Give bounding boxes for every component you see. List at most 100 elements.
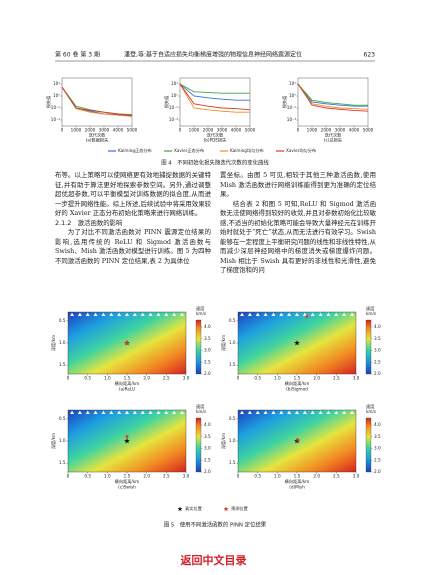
colorbar-tick-label: 4.0 (204, 422, 211, 427)
x-tick-label: 3.0 (183, 376, 190, 381)
loss-curve (179, 83, 251, 111)
legend-symbol (177, 506, 183, 512)
x-tick-label: 0 (237, 474, 240, 479)
receiver (77, 312, 82, 316)
section-heading: 2.1.2 激活函数的影响 (55, 218, 123, 227)
y-tick-label: 0.5 (59, 318, 66, 323)
receiver (180, 410, 184, 414)
y-tick-label: 1.0 (229, 438, 236, 443)
colorbar-tick-label: 4.0 (204, 324, 211, 329)
y-axis-label: 深度/km (220, 335, 227, 351)
y-tick-label: 1.5 (229, 362, 236, 367)
x-tick-label: 3.0 (353, 474, 360, 479)
loss-curve (297, 83, 368, 106)
receiver (255, 410, 260, 414)
receiver (287, 312, 292, 316)
subfigure-label: (b)PDE损失 (204, 137, 228, 144)
x-tick-label: 1.5 (124, 474, 131, 479)
y-tick-label: 10⁻² (169, 105, 179, 110)
receiver (263, 312, 268, 316)
loss-curve (179, 83, 250, 94)
paragraph: 为了对比不同激活函数对 PINN 震源定位结果的影响,选用传统的 ReLU 和 … (55, 228, 211, 265)
colorbar-tick-label: 2.5 (374, 457, 381, 462)
colorbar (365, 417, 372, 473)
x-tick-label: 4000 (231, 128, 242, 133)
receiver (101, 312, 106, 316)
y-tick-label: 1.0 (59, 438, 66, 443)
receiver (109, 410, 114, 414)
x-tick-label: 2.0 (313, 376, 320, 381)
header-page: 623 (364, 52, 376, 59)
legend-label: Kaiming均匀分布 (230, 147, 264, 154)
paragraph: 置坐标。由图 5 可见,相较于其他三种激活函数,使用 Mish 激活函数进行网络… (220, 171, 376, 199)
colorbar-tick-label: 3.0 (204, 446, 211, 451)
x-tick-label: 2.5 (333, 474, 340, 479)
x-tick-label: 5000 (245, 128, 256, 133)
receiver (117, 410, 122, 414)
figure-caption: 图 4 不同初始化损失随迭代次数的变化曲线 (161, 159, 269, 167)
receiver (140, 312, 145, 316)
x-tick-label: 0 (237, 376, 240, 381)
plot-frame (297, 77, 369, 127)
predicted-location (124, 434, 130, 439)
x-tick-label: 0 (61, 128, 64, 133)
predicted-location (304, 314, 310, 319)
loss-curve (61, 86, 133, 116)
colorbar-tick-label: 2.0 (374, 469, 381, 474)
predicted-location (124, 340, 130, 345)
colorbar (365, 319, 372, 375)
receiver (77, 410, 82, 414)
colorbar-tick-label: 2.0 (374, 371, 381, 376)
colorbar-tick-label: 2.0 (204, 371, 211, 376)
y-tick-label: 10⁻⁴ (287, 117, 297, 122)
receiver (350, 410, 354, 414)
receiver (156, 410, 161, 414)
receiver (172, 312, 177, 316)
true-location (124, 438, 130, 444)
x-tick-label: 0 (67, 376, 70, 381)
receiver (326, 410, 331, 414)
back-link[interactable]: 返回中文目录 (180, 554, 247, 567)
x-axis-label: 迭代次数 (207, 132, 225, 139)
receiver (164, 312, 169, 316)
colorbar-title: 速度 (366, 305, 375, 312)
x-tick-label: 3000 (99, 128, 110, 133)
y-tick-label: 1.5 (229, 460, 236, 465)
header-volume: 第 60 卷 第 3 期 (55, 51, 100, 59)
receiver (342, 410, 347, 414)
colorbar-unit: km/s (196, 311, 206, 316)
colorbar-title: 速度 (196, 305, 205, 312)
y-tick-label: 10² (289, 81, 296, 86)
receiver (279, 312, 284, 316)
receiver (255, 312, 260, 316)
x-tick-label: 1.0 (104, 376, 111, 381)
y-tick-label: 10⁻² (51, 105, 61, 110)
colorbar-title: 速度 (366, 403, 375, 410)
receiver (85, 312, 90, 316)
x-tick-label: 2.5 (163, 376, 170, 381)
x-tick-label: 3.0 (183, 474, 190, 479)
receiver (295, 312, 299, 316)
receiver (271, 312, 276, 316)
x-tick-label: 0.5 (254, 474, 261, 479)
receiver (263, 410, 268, 414)
y-axis-label: 深度/km (50, 433, 57, 449)
receiver (109, 312, 114, 316)
colorbar-tick-label: 2.0 (204, 469, 211, 474)
x-tick-label: 2.5 (163, 474, 170, 479)
colorbar-tick-label: 2.5 (204, 457, 211, 462)
y-tick-label: 10⁻⁴ (169, 117, 179, 122)
figure-caption: 图 5 使用不同激活函数的 PINN 定位结果 (164, 521, 267, 529)
y-tick-label: 10⁰ (171, 93, 178, 98)
colorbar-tick-label: 4.0 (374, 324, 381, 329)
x-axis-label: 横向距离/km (115, 478, 140, 485)
receiver (302, 312, 307, 316)
x-tick-label: 1.5 (294, 376, 301, 381)
receiver (117, 312, 122, 316)
subfigure-label: (c)总损失 (324, 137, 343, 144)
y-tick-label: 10⁰ (289, 93, 296, 98)
y-tick-label: 10⁻² (287, 105, 297, 110)
colorbar-tick-label: 3.5 (374, 336, 381, 341)
loss-curve (297, 83, 369, 110)
